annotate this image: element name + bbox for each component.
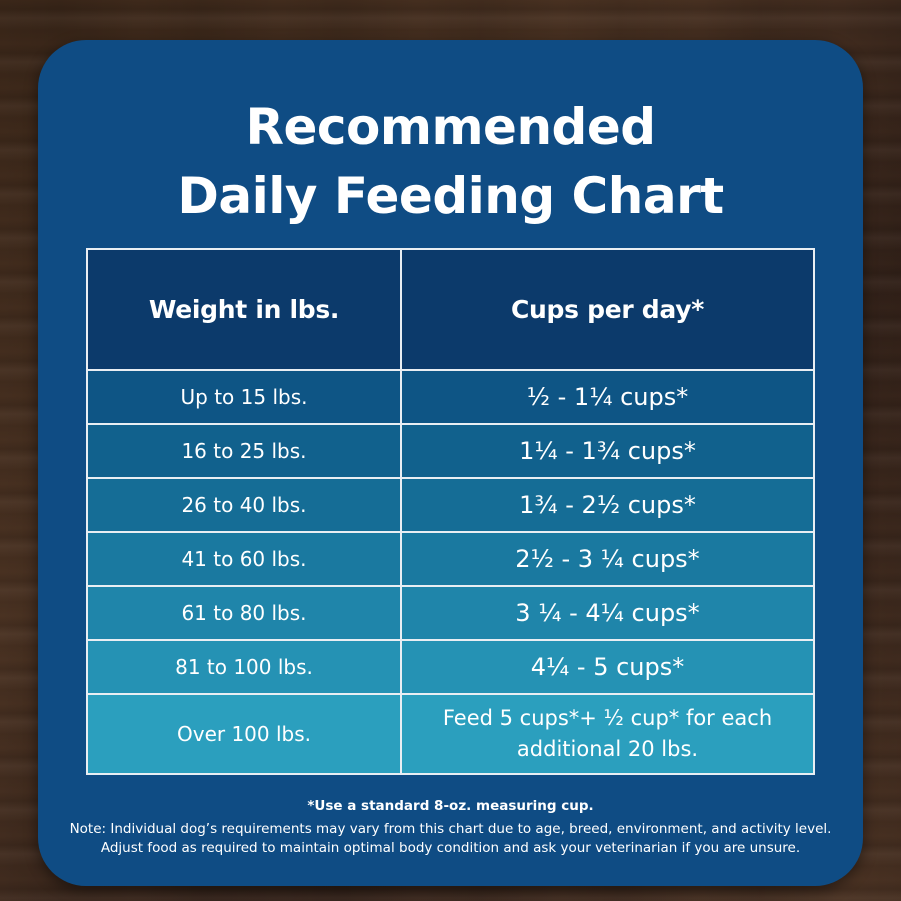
cups-cell: 3 ¼ - 4¼ cups* — [400, 587, 813, 639]
chart-title-line-2: Daily Feeding Chart — [177, 167, 724, 225]
table-row: 61 to 80 lbs. 3 ¼ - 4¼ cups* — [88, 585, 813, 639]
note-line-1: Note: Individual dog’s requirements may … — [69, 821, 832, 837]
table-row: 26 to 40 lbs. 1¾ - 2½ cups* — [88, 477, 813, 531]
weight-cell: 61 to 80 lbs. — [181, 601, 307, 625]
chart-title-line-1: Recommended — [245, 98, 656, 156]
cups-cell: 2½ - 3 ¼ cups* — [400, 533, 813, 585]
table-row: Up to 15 lbs. ½ - 1¼ cups* — [88, 369, 813, 423]
weight-cell: Over 100 lbs. — [176, 722, 312, 746]
cups-cell: 4¼ - 5 cups* — [400, 641, 813, 693]
note-line-2: Adjust food as required to maintain opti… — [100, 840, 801, 856]
weight-cell: 26 to 40 lbs. — [181, 493, 307, 517]
measuring-cup-footnote: *Use a standard 8-oz. measuring cup. — [307, 798, 594, 814]
table-header-row: Weight in lbs. Cups per day* — [88, 250, 813, 369]
cups-cell: 1¾ - 2½ cups* — [400, 479, 813, 531]
weight-cell: 81 to 100 lbs. — [175, 655, 313, 679]
cups-cell: ½ - 1¼ cups* — [400, 371, 813, 423]
feeding-table: Weight in lbs. Cups per day* Up to 15 lb… — [86, 248, 815, 775]
table-row: 16 to 25 lbs. 1¼ - 1¾ cups* — [88, 423, 813, 477]
header-cups-per-day: Cups per day* — [400, 250, 813, 369]
weight-cell: 16 to 25 lbs. — [181, 439, 307, 463]
table-row: Over 100 lbs. Feed 5 cups*+ ½ cup* for e… — [88, 693, 813, 773]
cups-cell: Feed 5 cups*+ ½ cup* for each additional… — [400, 695, 813, 773]
cups-cell: 1¼ - 1¾ cups* — [400, 425, 813, 477]
table-row: 41 to 60 lbs. 2½ - 3 ¼ cups* — [88, 531, 813, 585]
weight-cell: Up to 15 lbs. — [180, 385, 308, 409]
header-weight: Weight in lbs. — [148, 295, 340, 324]
table-row: 81 to 100 lbs. 4¼ - 5 cups* — [88, 639, 813, 693]
weight-cell: 41 to 60 lbs. — [181, 547, 307, 571]
